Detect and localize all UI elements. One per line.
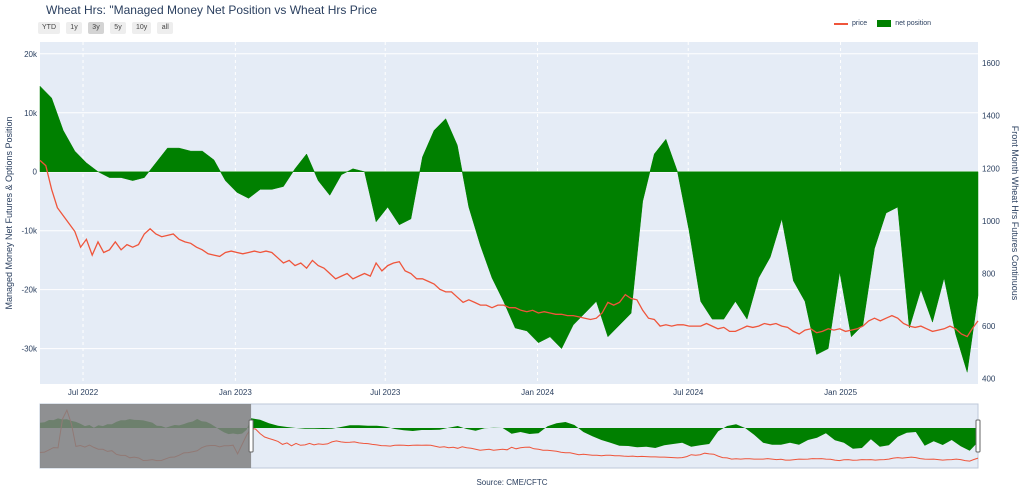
left-y-tick-label: 0 <box>33 168 38 177</box>
range-slider-mask <box>40 404 252 468</box>
left-y-tick-label: 20k <box>24 50 38 59</box>
left-y-tick-label: -10k <box>21 227 38 236</box>
range-selector: YTD 1y 3y 5y 10y all <box>38 22 174 34</box>
left-y-tick-label: 10k <box>24 109 38 118</box>
range-slider-handle-left[interactable] <box>248 419 254 453</box>
legend-swatch-price <box>834 22 848 25</box>
x-tick-label: Jul 2024 <box>673 388 704 397</box>
range-button-1y[interactable]: 1y <box>66 22 82 34</box>
legend-swatch-net-position <box>877 20 892 27</box>
price-line <box>39 159 979 338</box>
range-slider-net-area <box>40 418 978 451</box>
range-button-ytd[interactable]: YTD <box>38 22 60 34</box>
x-tick-label: Jan 2023 <box>219 388 252 397</box>
right-y-tick-label: 600 <box>982 322 996 331</box>
left-y-axis-ticks: 20k 10k 0 -10k -20k -30k <box>21 50 38 354</box>
x-tick-label: Jan 2025 <box>824 388 857 397</box>
legend-item-net-position[interactable]: net position <box>877 20 931 27</box>
net-position-area <box>39 85 979 373</box>
right-y-tick-label: 1000 <box>982 217 1000 226</box>
left-y-tick-label: -20k <box>21 286 38 295</box>
x-tick-label: Jan 2024 <box>521 388 554 397</box>
right-y-tick-label: 1200 <box>982 164 1000 173</box>
range-button-5y[interactable]: 5y <box>110 22 126 34</box>
right-y-axis-title: Front Month Wheat Hrs Futures Continuous <box>1010 126 1020 301</box>
legend-item-price[interactable]: price <box>834 20 867 27</box>
range-slider-preview <box>39 404 981 468</box>
price-line-group <box>39 159 979 338</box>
legend-label-net-position: net position <box>895 20 931 27</box>
range-button-all[interactable]: all <box>157 22 174 34</box>
right-y-tick-label: 800 <box>982 270 996 279</box>
left-y-axis-title: Managed Money Net Futures & Options Posi… <box>4 116 14 309</box>
range-button-3y[interactable]: 3y <box>88 22 104 34</box>
range-button-10y[interactable]: 10y <box>132 22 152 34</box>
x-tick-label: Jul 2023 <box>370 388 401 397</box>
x-tick-label: Jul 2022 <box>68 388 99 397</box>
right-y-tick-label: 1400 <box>982 112 1000 121</box>
right-y-axis-ticks: 1600 1400 1200 1000 800 600 400 <box>982 59 1000 384</box>
net-position-area-group <box>39 85 979 373</box>
legend-label-price: price <box>852 20 868 27</box>
right-y-tick-label: 1600 <box>982 59 1000 68</box>
chart-title: Wheat Hrs: "Managed Money Net Position v… <box>46 3 378 17</box>
source-note: Source: CME/CFTC <box>476 478 548 487</box>
range-slider-handle-right[interactable] <box>975 419 981 453</box>
legend: price net position <box>834 20 941 27</box>
left-y-tick-label: -30k <box>21 345 38 354</box>
right-y-tick-label: 400 <box>982 375 996 384</box>
x-axis-ticks: Jul 2022 Jan 2023 Jul 2023 Jan 2024 Jul 2024… <box>68 388 858 397</box>
range-slider[interactable] <box>39 403 981 469</box>
